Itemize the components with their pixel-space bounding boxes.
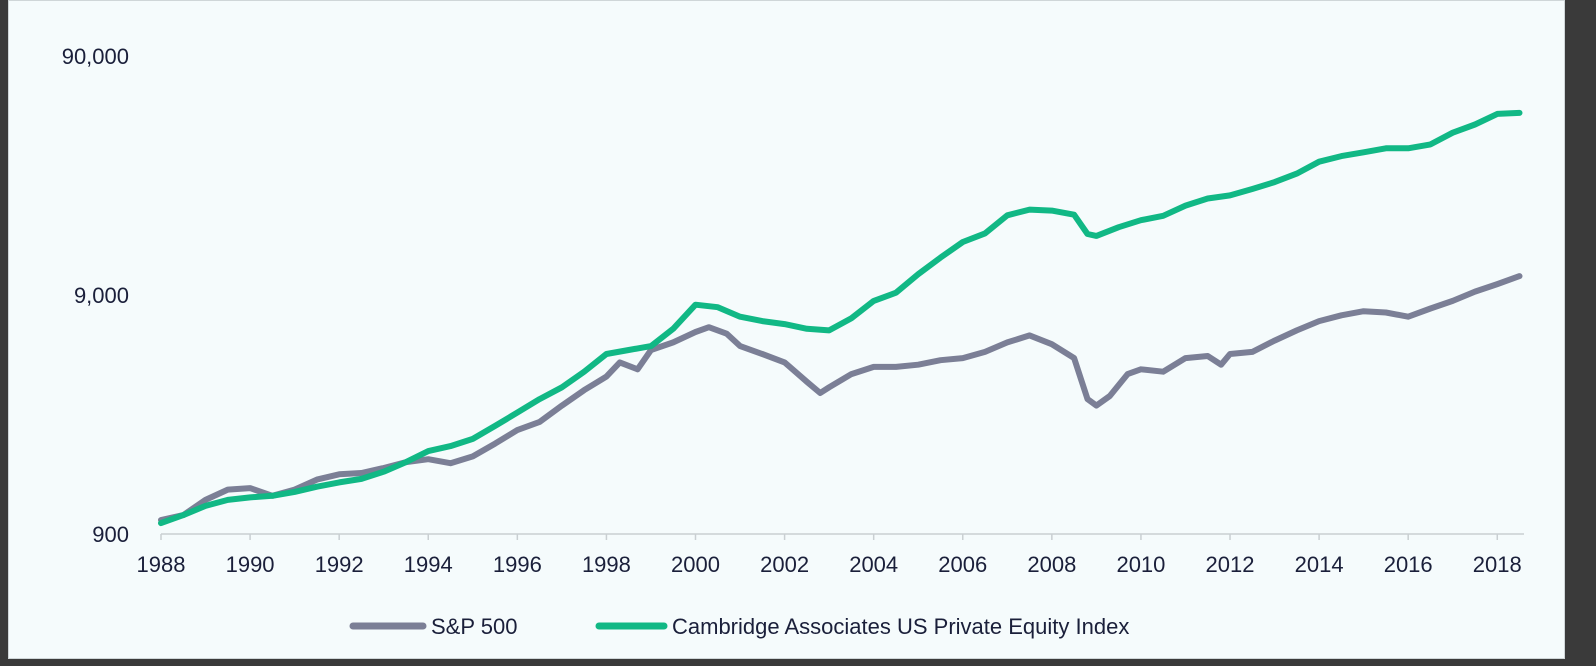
series-line-sp500 <box>158 273 1523 523</box>
x-tick-label-1994: 1994 <box>404 552 453 577</box>
x-tick-label-2002: 2002 <box>760 552 809 577</box>
legend: S&P 500 Cambridge Associates US Private E… <box>349 614 1129 639</box>
legend-label-1: Cambridge Associates US Private Equity I… <box>672 614 1129 639</box>
legend-label-0: S&P 500 <box>431 614 517 639</box>
x-tick-label-2000: 2000 <box>671 552 720 577</box>
y-axis-ticks: 90,000 9,000 900 <box>62 44 129 547</box>
x-tick-label-2008: 2008 <box>1027 552 1076 577</box>
series-lines <box>158 109 1523 527</box>
x-tick-label-2006: 2006 <box>938 552 987 577</box>
x-tick-label-1996: 1996 <box>493 552 542 577</box>
x-tick-label-1990: 1990 <box>226 552 275 577</box>
x-tick-label-2012: 2012 <box>1206 552 1255 577</box>
x-tick-label-2010: 2010 <box>1116 552 1165 577</box>
x-tick-label-2004: 2004 <box>849 552 898 577</box>
y-tick-label-9000: 9,000 <box>74 283 129 308</box>
x-tick-label-1998: 1998 <box>582 552 631 577</box>
line-chart: 1988 1990 1992 1994 1996 1998 2000 2002 2004 2006… <box>62 44 1524 639</box>
x-tick-label-2016: 2016 <box>1384 552 1433 577</box>
x-tick-label-1992: 1992 <box>315 552 364 577</box>
chart-panel: 1988 1990 1992 1994 1996 1998 2000 2002 2004 2006… <box>8 0 1565 659</box>
series-line-cambridge-pe <box>158 109 1523 527</box>
x-tick-label-2018: 2018 <box>1473 552 1522 577</box>
y-tick-label-900: 900 <box>92 522 129 547</box>
x-tick-label-1988: 1988 <box>137 552 186 577</box>
y-tick-label-90000: 90,000 <box>62 44 129 69</box>
x-axis-ticks: 1988 1990 1992 1994 1996 1998 2000 2002 2004 2006… <box>137 534 1522 577</box>
x-tick-label-2014: 2014 <box>1295 552 1344 577</box>
